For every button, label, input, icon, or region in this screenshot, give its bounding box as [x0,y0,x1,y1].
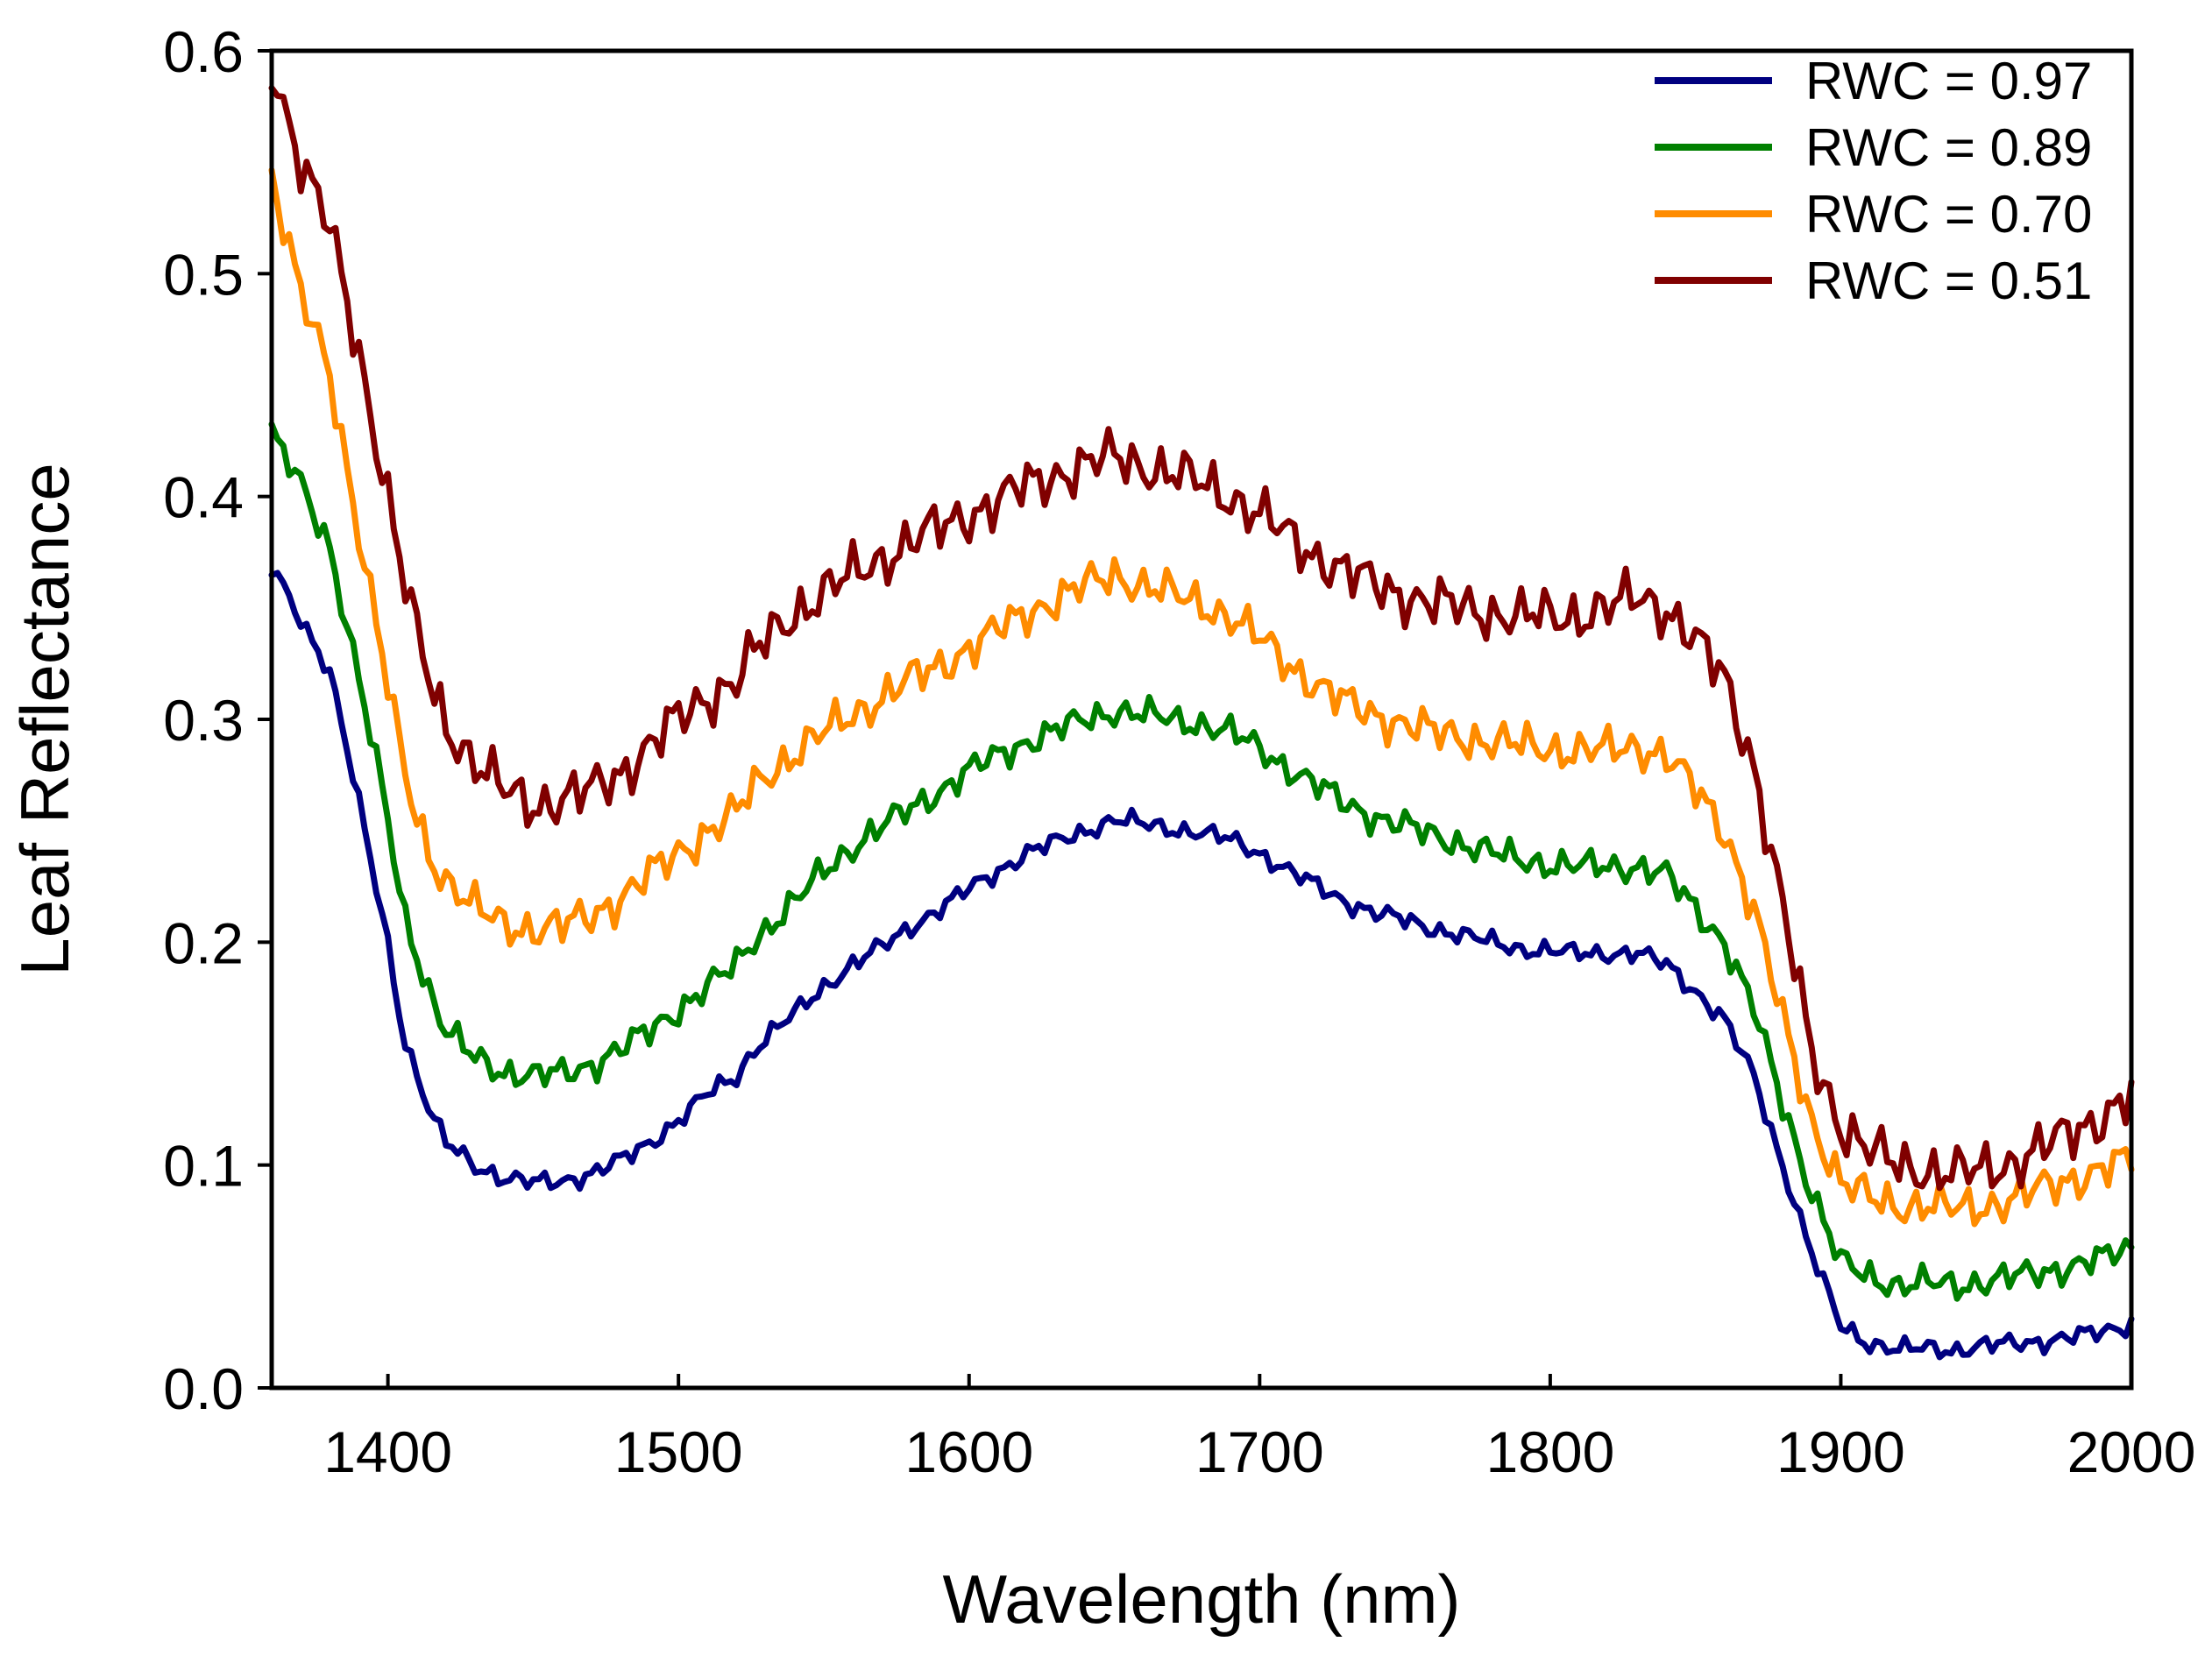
legend: RWC = 0.97 RWC = 0.89 RWC = 0.70 RWC = 0.51 [1655,52,2092,310]
y-axis-title: Leaf Reflectance [6,463,83,975]
x-axis-ticks [386,1374,2133,1388]
series-line-3 [268,166,2135,1228]
series-line-4 [268,84,2135,1192]
legend-label: RWC = 0.70 [1805,185,2092,244]
y-tick-label: 0.6 [163,19,244,84]
series-group [268,84,2135,1361]
y-tick-label: 0.5 [163,242,244,307]
y-tick-label: 0.4 [163,465,244,530]
x-axis-title: Wavelength (nm) [943,1560,1461,1638]
x-tick-label: 1700 [1195,1419,1324,1484]
x-axis-tick-labels: 1400 1500 1600 1700 1800 1900 2000 [323,1419,2195,1484]
legend-label: RWC = 0.97 [1805,52,2092,110]
y-axis-ticks [258,49,272,1390]
x-tick-label: 1900 [1776,1419,1905,1484]
x-tick-label: 2000 [2067,1419,2196,1484]
y-tick-label: 0.3 [163,688,244,753]
x-tick-label: 1400 [323,1419,452,1484]
y-axis-tick-labels: 0.0 0.1 0.2 0.3 0.4 0.5 0.6 [163,19,244,1421]
x-tick-label: 1500 [614,1419,743,1484]
series-line-2 [268,421,2135,1302]
series-line-1 [268,570,2135,1361]
legend-label: RWC = 0.51 [1805,251,2092,310]
x-tick-label: 1800 [1485,1419,1614,1484]
y-tick-label: 0.0 [163,1356,244,1421]
legend-label: RWC = 0.89 [1805,118,2092,177]
y-tick-label: 0.1 [163,1134,244,1199]
x-tick-label: 1600 [904,1419,1033,1484]
y-tick-label: 0.2 [163,910,244,975]
